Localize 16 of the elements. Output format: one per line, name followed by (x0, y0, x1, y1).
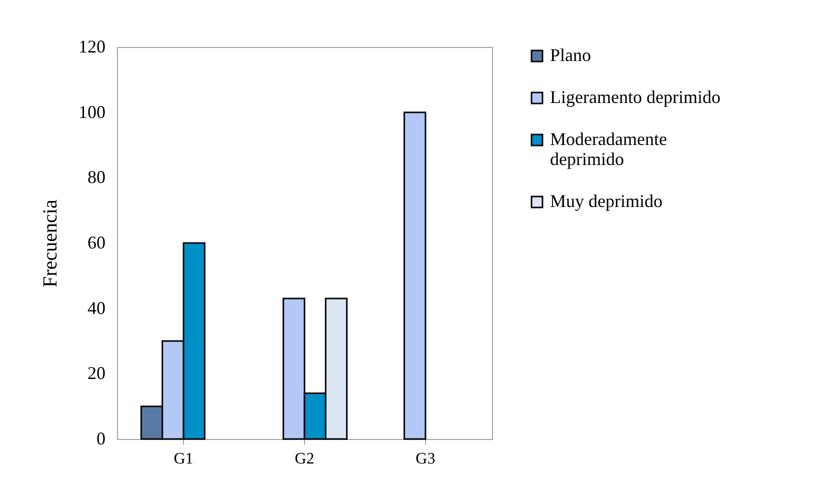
x-tick-label: G2 (294, 450, 314, 468)
y-tick-label: 100 (78, 102, 106, 122)
legend-label: Plano (550, 45, 592, 65)
y-tick-label: 20 (88, 363, 106, 384)
legend-label: Ligeramento deprimido (550, 87, 720, 107)
y-tick-label: 80 (88, 167, 106, 188)
legend-label: Moderadamente deprimido (550, 129, 667, 169)
y-tick-label: 120 (78, 36, 106, 56)
x-tick-label: G1 (174, 450, 194, 468)
x-tick-label: G3 (416, 450, 436, 468)
y-axis-title: Frecuencia (40, 200, 62, 288)
bar (404, 112, 426, 440)
y-tick-label: 60 (88, 232, 106, 252)
y-tick-label: 0 (96, 428, 106, 448)
legend-label: Muy deprimido (550, 191, 662, 211)
y-tick-label: 40 (88, 298, 106, 318)
